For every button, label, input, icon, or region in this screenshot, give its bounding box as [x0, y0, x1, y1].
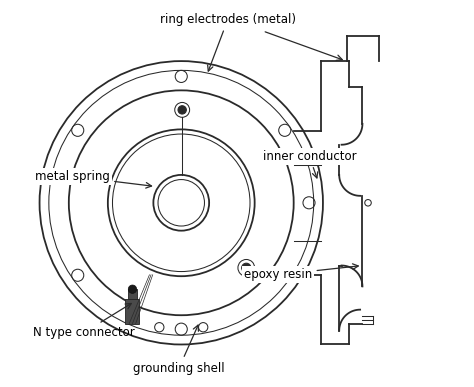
Circle shape [178, 106, 186, 114]
Text: ring electrodes (metal): ring electrodes (metal) [160, 13, 296, 71]
Text: N type connector: N type connector [33, 303, 134, 339]
Circle shape [128, 285, 137, 293]
Bar [126, 300, 139, 324]
Text: inner conductor: inner conductor [263, 150, 356, 178]
Text: metal spring: metal spring [35, 170, 152, 188]
Circle shape [242, 263, 251, 272]
Text: grounding shell: grounding shell [133, 325, 225, 375]
Text: epoxy resin: epoxy resin [244, 264, 358, 281]
Bar [128, 289, 137, 300]
